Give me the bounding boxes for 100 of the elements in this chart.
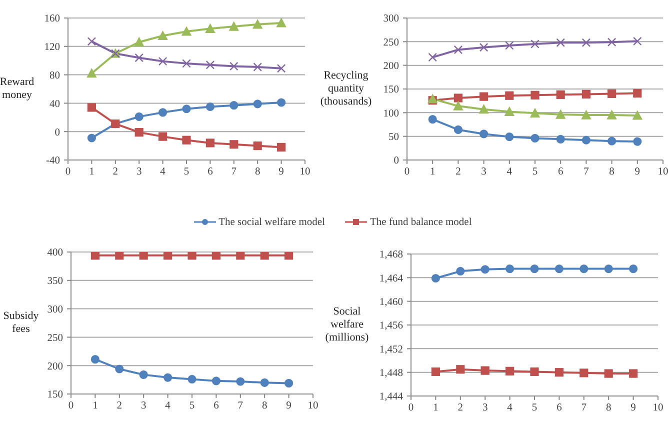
x-tick-label: 7 [581, 402, 587, 414]
point [230, 101, 238, 110]
x-tick-label: 3 [136, 166, 142, 178]
point [629, 369, 638, 378]
point [582, 38, 591, 48]
y-tick-label: -40 [46, 156, 60, 167]
y-tick-label: 160 [44, 14, 60, 25]
point [580, 264, 588, 274]
point [582, 136, 590, 144]
point [90, 355, 100, 364]
point [608, 89, 616, 98]
x-tick-label: 5 [184, 166, 190, 178]
point [453, 101, 463, 110]
point [530, 264, 539, 274]
y-tick-label: 200 [47, 361, 63, 372]
legend-label: The fund balance model [370, 216, 472, 228]
y-tick-label: 0 [54, 127, 60, 138]
point [530, 367, 539, 376]
point [276, 18, 286, 28]
point [158, 132, 168, 141]
point [633, 137, 642, 146]
point [454, 45, 463, 54]
x-tick-label: 10 [652, 402, 664, 414]
y-axis-title: Recycling quantity (thousands) [320, 70, 372, 108]
x-tick-label: 8 [262, 400, 268, 412]
point [480, 92, 488, 101]
point [480, 130, 488, 138]
y-tick-label: 350 [47, 276, 63, 288]
point [205, 24, 215, 33]
x-tick-label: 9 [278, 166, 284, 178]
point [556, 38, 565, 48]
point [134, 53, 144, 62]
point [134, 112, 144, 121]
point [607, 38, 616, 47]
point [556, 134, 565, 144]
point [87, 103, 96, 112]
x-tick-label: 6 [556, 402, 562, 414]
point [182, 136, 191, 144]
x-tick-label: 0 [68, 400, 74, 412]
y-axis-title: Reward money [0, 76, 34, 102]
x-tick-label: 1 [92, 400, 98, 412]
y-tick-label: 150 [47, 390, 63, 401]
point [188, 252, 196, 260]
x-tick-label: 4 [507, 402, 514, 414]
y-tick-label: 1,448 [379, 368, 403, 380]
point [632, 110, 642, 120]
point [134, 37, 144, 46]
legend-label: The social welfare model [218, 216, 325, 228]
point [506, 366, 514, 376]
x-tick-label: 7 [584, 166, 589, 178]
point [87, 37, 96, 46]
y-axis-title: Subsidy fees [3, 310, 39, 336]
x-tick-label: 5 [532, 166, 538, 178]
x-tick-label: 7 [238, 400, 244, 412]
y-tick-label: 1,460 [379, 297, 403, 308]
x-tick-label: 7 [231, 166, 237, 178]
point [633, 88, 642, 98]
point [530, 108, 540, 118]
point [479, 104, 489, 114]
y-tick-label: 1,468 [379, 250, 403, 261]
point [115, 252, 124, 260]
y-tick-label: 1,444 [379, 392, 404, 403]
x-tick-label: 10 [658, 166, 668, 178]
point [284, 378, 294, 388]
point [253, 142, 262, 150]
x-tick-label: 2 [112, 166, 118, 178]
point [554, 264, 564, 274]
point [506, 264, 514, 274]
point [229, 22, 239, 31]
x-tick-label: 2 [458, 402, 464, 414]
y-tick-label: 300 [383, 14, 399, 25]
point [158, 56, 168, 66]
point [212, 376, 220, 386]
point [164, 252, 172, 260]
y-tick-label: 300 [47, 304, 63, 316]
x-tick-label: 1 [89, 166, 94, 178]
point [431, 274, 440, 283]
y-tick-label: 100 [383, 108, 399, 120]
x-tick-label: 8 [606, 402, 612, 414]
point [182, 104, 191, 114]
point [284, 252, 294, 260]
point [206, 60, 215, 70]
point [134, 128, 144, 137]
point [212, 252, 220, 260]
y-tick-label: 50 [388, 132, 399, 144]
y-tick-label: 150 [383, 84, 399, 96]
y-axis-title: Social welfare (millions) [325, 306, 369, 344]
point [604, 264, 613, 274]
y-tick-label: 1,456 [379, 320, 403, 332]
point [582, 90, 590, 99]
point [530, 40, 540, 48]
x-tick-label: 4 [506, 166, 513, 178]
x-tick-label: 4 [165, 400, 172, 412]
x-tick-label: 9 [634, 166, 640, 178]
x-tick-label: 0 [65, 166, 71, 178]
point [90, 252, 100, 260]
point [431, 367, 440, 376]
point [633, 36, 642, 46]
x-tick-label: 2 [456, 166, 461, 178]
point [260, 378, 269, 387]
